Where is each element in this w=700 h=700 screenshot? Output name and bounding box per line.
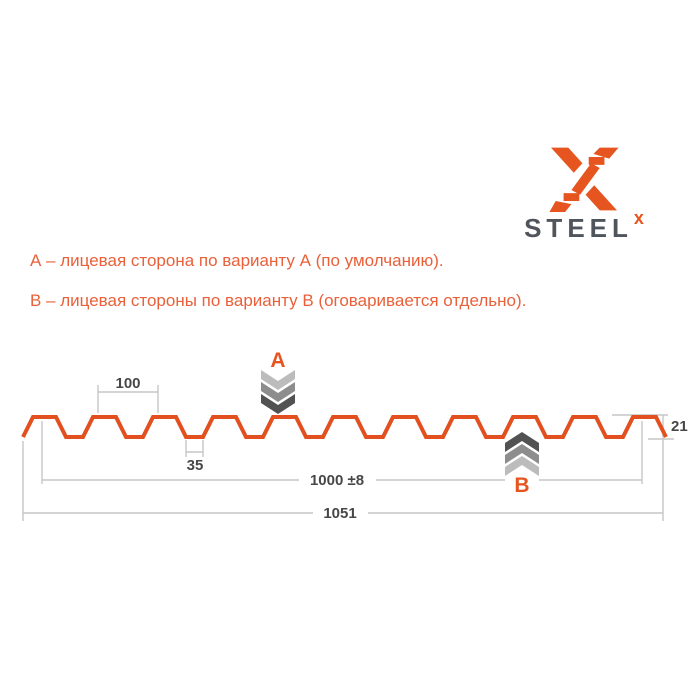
steelx-logo-icon bbox=[549, 147, 619, 212]
chevrons-down-icon bbox=[261, 370, 295, 414]
marker-b-label: В bbox=[514, 474, 529, 497]
note-variant-a: А – лицевая сторона по варианту А (по ум… bbox=[30, 251, 444, 270]
sheet-profile-line bbox=[21, 415, 668, 439]
dim-text-working-width: 1000 ±8 bbox=[310, 472, 364, 489]
brand-wordmark: STEEL x bbox=[524, 209, 644, 243]
profile-drawing-svg: 100 35 1000 ±8 1051 21 А В bbox=[21, 349, 688, 522]
dim-text-pitch: 100 bbox=[115, 375, 140, 392]
profile-diagram: 100 35 1000 ±8 1051 21 А В bbox=[0, 340, 700, 570]
brand-sup-x: x bbox=[633, 208, 644, 228]
dim-text-height: 21 bbox=[671, 418, 688, 435]
dimension-lines bbox=[22, 385, 674, 521]
brand-name: STEEL bbox=[524, 213, 633, 243]
marker-a-label: А bbox=[270, 349, 285, 372]
dim-text-valley: 35 bbox=[187, 457, 204, 474]
note-variant-b: В – лицевая стороны по варианту В (огова… bbox=[30, 291, 527, 310]
brand-logo: STEEL x bbox=[505, 146, 663, 241]
dim-text-overall-width: 1051 bbox=[323, 505, 356, 522]
chevrons-up-icon bbox=[505, 432, 539, 476]
